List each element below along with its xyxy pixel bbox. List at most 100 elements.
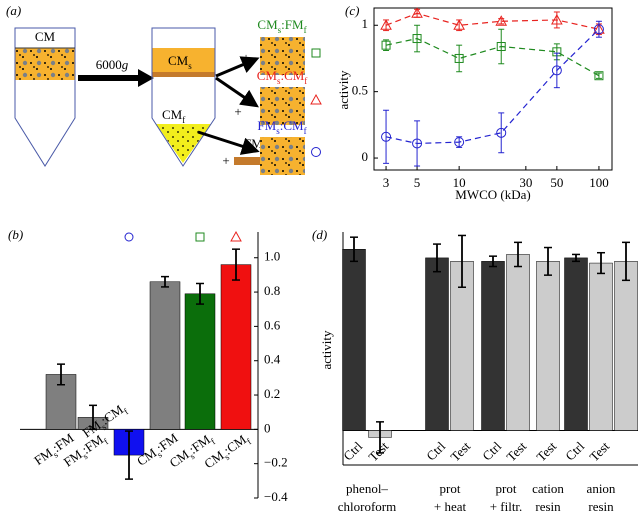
text-part: s [276, 126, 280, 136]
symbol [311, 147, 321, 157]
supernatant-label: CMf [162, 107, 185, 125]
marker [496, 127, 507, 138]
y-axis-label: activity [319, 330, 334, 369]
y-tick-label: 0.4 [264, 352, 281, 367]
marker [380, 19, 392, 30]
group-label: anion [587, 481, 616, 496]
group-label: prot [440, 481, 461, 496]
text-part: CM [201, 447, 227, 471]
bar [184, 293, 216, 430]
marker [496, 42, 506, 52]
symbol [124, 232, 134, 242]
x-tick-label: 100 [589, 175, 609, 190]
bar [589, 262, 613, 431]
series-line [385, 28, 600, 145]
text-part: s [155, 449, 164, 459]
group-label: cation [532, 481, 564, 496]
symbol [195, 232, 205, 242]
text-part: CM [257, 17, 278, 32]
fm-s-strip [234, 157, 278, 165]
text-part: CM [167, 446, 193, 470]
bar [342, 249, 366, 431]
x-axis-label: MWCO (kDa) [455, 187, 530, 202]
bar [425, 257, 449, 431]
bar [564, 257, 588, 431]
group-label: + heat [434, 499, 467, 514]
marker [381, 40, 391, 50]
x-tick-label: 30 [519, 175, 532, 190]
text-part: f [102, 437, 110, 447]
group-label: prot [496, 481, 517, 496]
bar [536, 261, 560, 431]
marker [593, 24, 604, 35]
bar [506, 254, 530, 431]
text-part: f [209, 437, 217, 447]
marker [454, 53, 464, 63]
group-label: + filtr. [490, 499, 523, 514]
panel-label: (d) [312, 227, 327, 242]
bar [220, 264, 252, 430]
group-label: phenol– [346, 481, 388, 496]
marker [495, 15, 508, 26]
text-part: f [122, 407, 130, 417]
text-part: f [304, 76, 307, 86]
text-part: FM [244, 136, 263, 151]
y-tick-label: −0.2 [264, 455, 288, 470]
bar [149, 281, 181, 430]
marker [411, 7, 423, 18]
text-part: s [188, 61, 192, 71]
spin-label: 6000g [96, 57, 129, 72]
plus: + [234, 104, 241, 119]
panel-label: (c) [345, 3, 359, 18]
text-part: :CM [280, 118, 304, 133]
x-tick-label: Test [533, 438, 559, 464]
mix-label: FMs:CMf [257, 118, 306, 136]
bar [614, 261, 638, 431]
y-tick-label: 0.8 [264, 283, 280, 298]
arrow [215, 56, 260, 78]
x-tick-label: Ctrl [562, 438, 587, 463]
mix-box [260, 37, 305, 75]
text-part: s [81, 451, 90, 461]
arrow [215, 76, 259, 108]
x-tick-label: Test [447, 438, 473, 464]
marker [454, 137, 465, 148]
marker [381, 131, 392, 142]
text-part: FM [31, 445, 55, 468]
y-tick-label: 0.2 [264, 386, 280, 401]
y-axis-label: activity [336, 70, 351, 109]
text-part: f [182, 115, 185, 125]
axes-frame [373, 7, 613, 171]
tube-label: CM [35, 29, 56, 44]
marker [412, 34, 422, 44]
pellet-strip [152, 72, 215, 77]
text-part: s [188, 451, 197, 461]
group-label: chloroform [338, 499, 396, 514]
pellet-label: CMs [168, 53, 192, 71]
pellet-fill [152, 48, 215, 72]
tube [151, 27, 216, 167]
cm-fill [15, 48, 75, 80]
text-part: s [51, 449, 60, 459]
supernatant-fill [156, 124, 211, 163]
marker [594, 71, 604, 81]
panel-b-symbols [124, 230, 242, 242]
x-tick-label: Ctrl [340, 438, 365, 463]
panel-label: (a) [6, 3, 21, 18]
y-tick-label: 0.6 [264, 317, 281, 332]
text-part: s [100, 422, 109, 432]
y-tick-label: 0 [264, 420, 271, 435]
symbol [230, 230, 242, 242]
x-tick-label: CMs:CMf [201, 430, 253, 474]
text-part: s [278, 25, 282, 35]
diagram: (a) CM 6000g CMs CMf + FMf + + FMs CMs:F… [6, 3, 322, 175]
panel-label: (b) [8, 227, 23, 242]
arrow [197, 130, 260, 155]
x-tick-label: 3 [383, 175, 390, 190]
mix-box [260, 87, 305, 125]
tube [14, 27, 76, 167]
x-tick-label: Test [365, 438, 391, 464]
marker [551, 13, 563, 25]
y-tick-label: −0.4 [264, 489, 288, 504]
